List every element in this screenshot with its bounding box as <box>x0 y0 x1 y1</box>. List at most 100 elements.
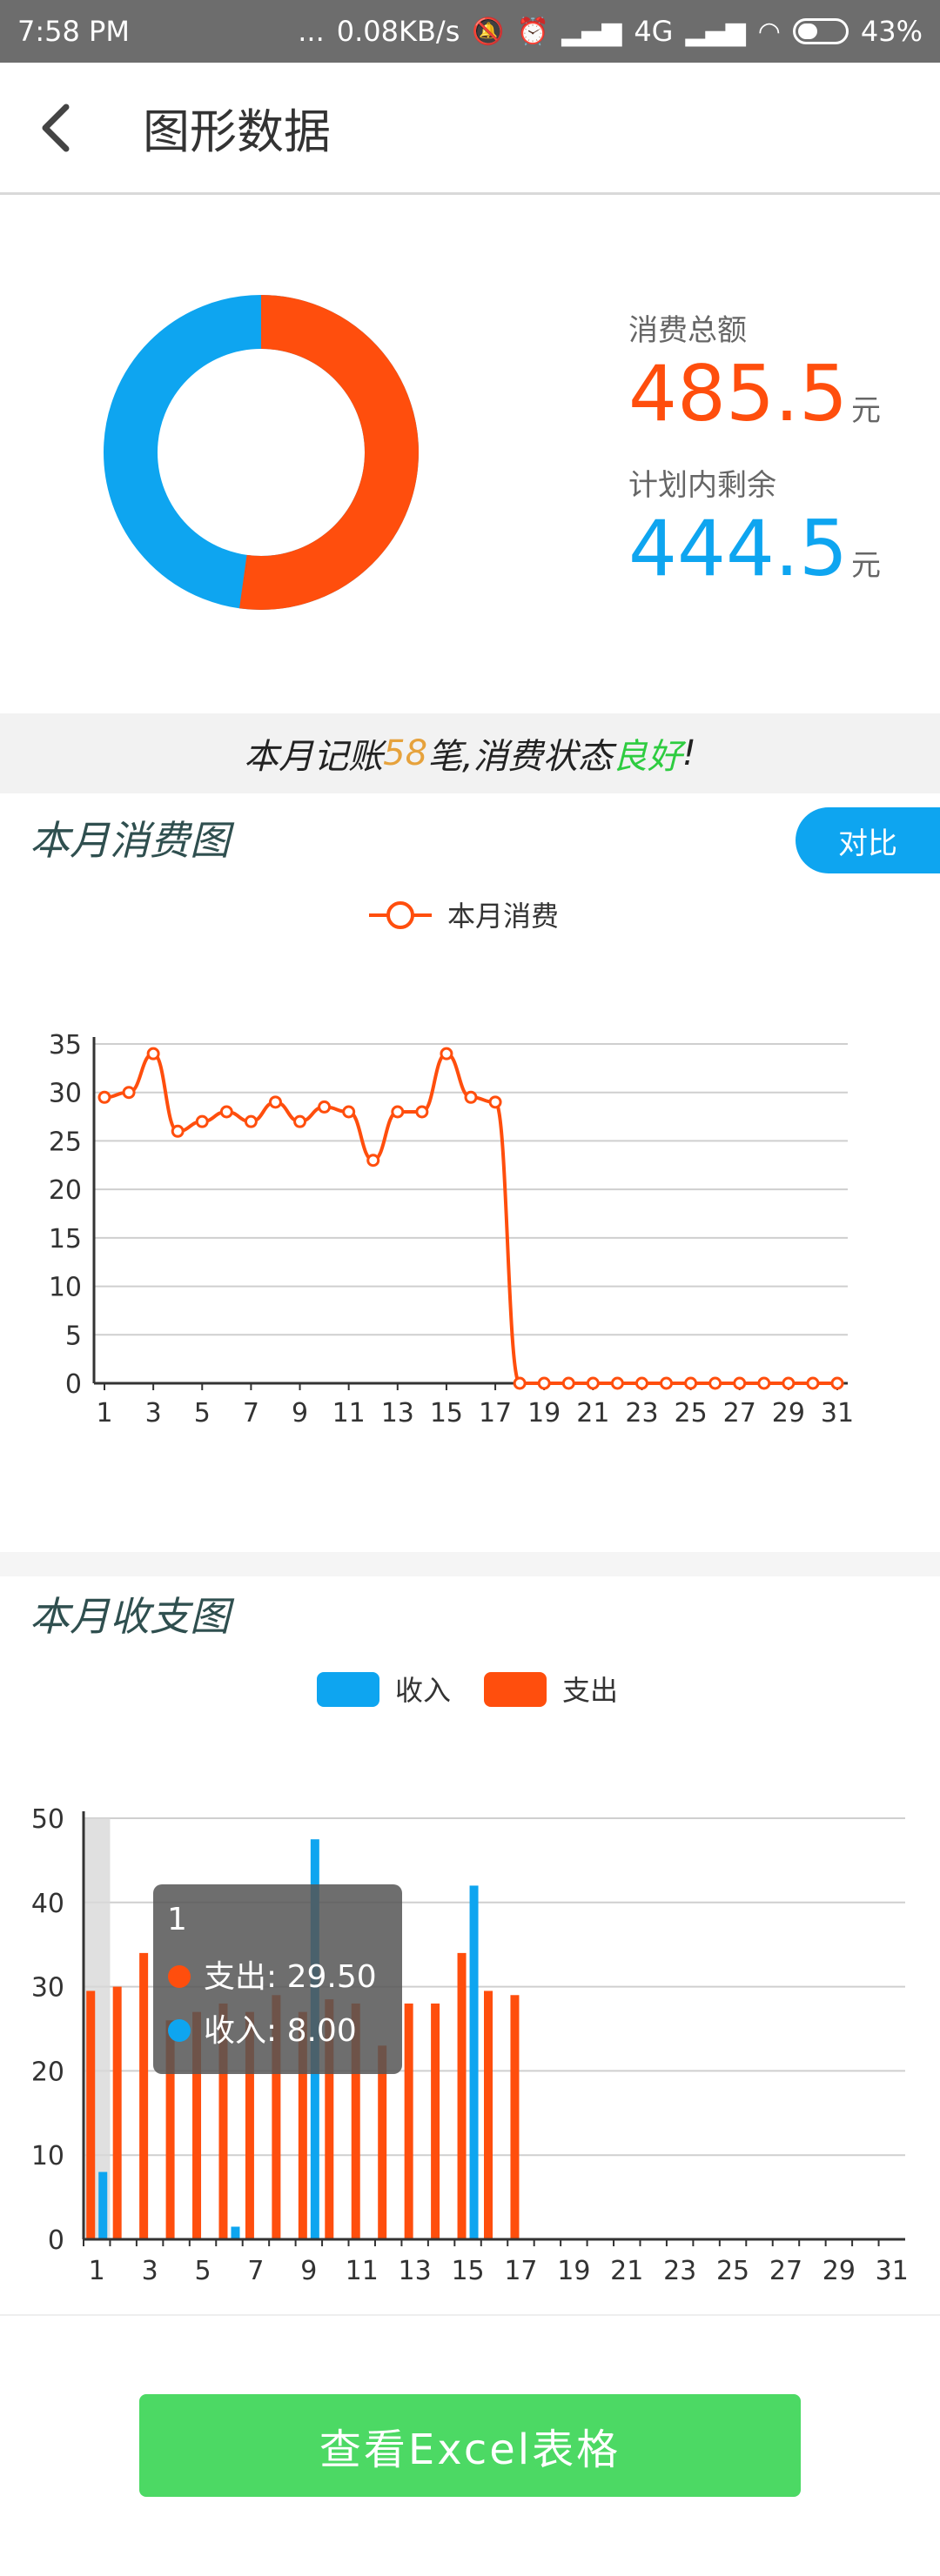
line-point <box>537 1376 551 1390</box>
income-chart-title: 本月收支图 <box>30 1593 230 1640</box>
bar-y-tick-label: 0 <box>48 2225 64 2256</box>
line-point <box>464 1090 478 1104</box>
bar-y-tick-label: 20 <box>31 2057 64 2087</box>
line-point <box>513 1376 527 1390</box>
bar-expense <box>298 2011 307 2239</box>
line-point <box>318 1100 332 1114</box>
bar-x-tick-label: 27 <box>769 2256 802 2286</box>
bar-expense <box>245 2011 254 2239</box>
bar-expense <box>218 2003 228 2239</box>
network-type: 4G <box>634 15 674 48</box>
line-x-tick-label: 3 <box>145 1398 162 1429</box>
line-point <box>610 1376 624 1390</box>
bar-expense <box>457 1952 467 2239</box>
line-x-tick-label: 27 <box>723 1398 756 1429</box>
bar-expense <box>404 2003 413 2239</box>
tooltip-expense-dot <box>168 1965 191 1988</box>
signal-icon-2: ▂▄▆ <box>685 16 746 47</box>
line-point <box>830 1376 844 1390</box>
bottom-divider <box>0 2314 940 2316</box>
battery-percent: 43% <box>860 15 923 48</box>
bar-x-tick-label: 7 <box>247 2256 264 2286</box>
line-legend[interactable]: 本月消费 <box>369 900 559 933</box>
back-button[interactable] <box>30 102 82 154</box>
line-point <box>757 1376 771 1390</box>
line-x-tick-label: 11 <box>332 1398 366 1429</box>
notice-status: 良好 <box>612 737 682 777</box>
line-x-tick-label: 5 <box>194 1398 211 1429</box>
total-stat: 消费总额 485.5 元 <box>628 306 881 432</box>
bar-income <box>98 2171 108 2239</box>
line-point <box>488 1095 502 1109</box>
remaining-unit: 元 <box>850 548 881 583</box>
line-y-tick-label: 10 <box>49 1273 82 1303</box>
line-y-tick-label: 30 <box>49 1079 82 1109</box>
bar-expense <box>431 2003 440 2239</box>
remaining-label: 计划内剩余 <box>628 468 776 503</box>
net-speed: 0.08KB/s <box>336 15 460 48</box>
line-point <box>708 1376 722 1390</box>
bar-expense <box>378 2045 387 2239</box>
line-y-tick-label: 15 <box>49 1224 82 1255</box>
bar-expense <box>112 1986 122 2239</box>
bar-expense <box>351 2003 360 2239</box>
legend-income[interactable]: 收入 <box>317 1672 451 1707</box>
total-label: 消费总额 <box>628 313 747 348</box>
bar-x-tick-label: 29 <box>822 2256 856 2286</box>
legend-expense-label: 支出 <box>562 1674 618 1707</box>
line-point <box>806 1376 820 1390</box>
line-point <box>244 1114 258 1128</box>
bar-x-tick-label: 11 <box>346 2256 379 2286</box>
notice-count: 58 <box>383 733 428 773</box>
line-y-tick-label: 0 <box>65 1369 82 1400</box>
line-point <box>586 1376 600 1390</box>
notice-suffix: ! <box>682 733 696 773</box>
tooltip-expense: 支出: 29.50 <box>204 1959 377 1995</box>
bar-income <box>231 2226 240 2239</box>
compare-button[interactable]: 对比 <box>796 807 940 873</box>
chevron-left-icon <box>42 104 70 151</box>
bar-expense <box>86 1991 96 2239</box>
notice-prefix: 本月记账 <box>244 737 384 777</box>
line-x-tick-label: 1 <box>96 1398 112 1429</box>
line-y-tick-label: 5 <box>65 1321 82 1351</box>
bar-expense <box>139 1952 149 2239</box>
bar-x-tick-label: 13 <box>399 2256 432 2286</box>
bar-expense <box>484 1991 493 2239</box>
line-x-tick-label: 29 <box>772 1398 805 1429</box>
line-point <box>684 1376 698 1390</box>
line-point <box>146 1047 160 1061</box>
bar-expense <box>192 2011 202 2239</box>
line-point <box>268 1095 282 1109</box>
page-title: 图形数据 <box>143 104 331 159</box>
legend-expense[interactable]: 支出 <box>484 1672 618 1707</box>
line-x-tick-label: 21 <box>576 1398 609 1429</box>
summary-section: 消费总额 485.5 元 计划内剩余 444.5 元 <box>0 197 940 713</box>
section-divider <box>0 1552 940 1576</box>
bar-x-tick-label: 25 <box>716 2256 749 2286</box>
status-dots: ... <box>298 15 325 48</box>
line-x-tick-label: 17 <box>479 1398 512 1429</box>
line-point <box>195 1114 209 1128</box>
line-x-tick-label: 9 <box>292 1398 308 1429</box>
bar-income <box>469 1885 479 2239</box>
line-x-tick-label: 25 <box>675 1398 708 1429</box>
bar-x-tick-label: 15 <box>451 2256 484 2286</box>
bar-expense <box>325 1999 334 2239</box>
line-point <box>440 1047 453 1061</box>
view-excel-button[interactable]: 查看Excel表格 <box>139 2394 801 2497</box>
line-point <box>561 1376 575 1390</box>
total-unit: 元 <box>850 393 881 428</box>
bar-x-tick-label: 21 <box>610 2256 643 2286</box>
line-y-tick-label: 25 <box>49 1127 82 1157</box>
bar-x-tick-label: 3 <box>142 2256 158 2286</box>
bar-x-tick-label: 9 <box>300 2256 317 2286</box>
legend-income-label: 收入 <box>395 1674 451 1707</box>
bar-y-tick-label: 30 <box>31 1973 64 2004</box>
bar-expense <box>272 1995 281 2239</box>
battery-icon <box>792 18 849 44</box>
status-time: 7:58 PM <box>17 15 130 48</box>
donut-chart <box>104 295 419 610</box>
